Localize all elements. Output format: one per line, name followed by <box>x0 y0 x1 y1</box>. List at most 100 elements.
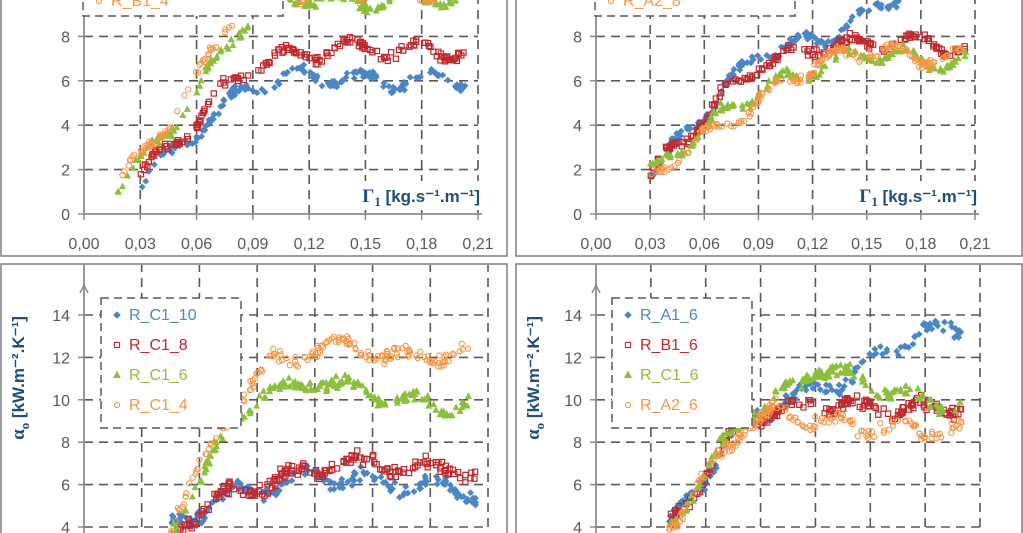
data-point <box>199 109 207 117</box>
data-point <box>790 77 797 85</box>
data-point <box>260 387 268 394</box>
data-point <box>356 67 364 75</box>
data-point <box>684 150 691 157</box>
data-point <box>730 123 737 130</box>
data-point <box>226 478 233 485</box>
data-point <box>318 82 326 90</box>
data-point <box>754 52 762 60</box>
data-point <box>758 414 765 421</box>
data-point <box>899 409 906 416</box>
data-point <box>850 373 858 380</box>
data-point <box>156 134 163 141</box>
data-point <box>205 98 213 106</box>
data-point <box>843 21 850 29</box>
data-point <box>786 35 794 43</box>
data-point <box>788 398 795 405</box>
data-point <box>857 51 865 59</box>
data-point <box>659 165 666 172</box>
data-point <box>393 351 401 358</box>
data-point <box>774 52 782 60</box>
data-point <box>406 73 414 81</box>
data-point <box>464 497 471 505</box>
data-point <box>901 36 909 43</box>
data-point <box>400 466 408 473</box>
data-point <box>823 388 831 396</box>
data-point <box>932 400 940 408</box>
data-point <box>285 374 293 381</box>
data-point <box>220 79 227 86</box>
data-point <box>711 101 718 108</box>
panel-frame <box>515 263 1023 533</box>
data-point <box>210 90 217 97</box>
data-point <box>888 42 895 50</box>
data-point <box>866 350 874 358</box>
data-point <box>432 473 440 480</box>
data-point <box>954 54 962 62</box>
data-point <box>193 468 200 475</box>
data-point <box>386 0 394 5</box>
legend-marker <box>113 370 121 378</box>
data-point <box>220 97 228 105</box>
y-tick-label: 6 <box>61 478 70 495</box>
data-point <box>425 42 433 50</box>
data-point <box>456 407 464 414</box>
data-point <box>150 161 158 169</box>
data-point <box>131 151 138 158</box>
data-point <box>769 60 777 67</box>
data-point <box>956 45 964 53</box>
data-point <box>788 46 795 53</box>
data-point <box>369 74 377 82</box>
data-point <box>735 435 742 442</box>
data-point <box>439 359 446 366</box>
legend-box <box>100 297 242 429</box>
data-point <box>798 384 806 391</box>
y-tick-label: 4 <box>61 118 70 135</box>
data-point <box>365 351 373 359</box>
data-point <box>311 470 318 477</box>
data-point <box>750 104 757 111</box>
data-point <box>886 392 894 399</box>
data-point <box>300 61 308 69</box>
data-point <box>295 0 302 4</box>
data-point <box>174 108 181 115</box>
data-point <box>864 38 872 45</box>
data-point <box>384 57 391 65</box>
data-point <box>258 491 266 498</box>
data-point <box>132 156 140 163</box>
data-point <box>293 50 300 57</box>
data-point <box>873 59 881 66</box>
data-point <box>206 44 214 51</box>
data-point <box>468 469 475 476</box>
data-point <box>833 47 840 54</box>
y-tick-label: 10 <box>564 393 582 410</box>
data-point <box>852 32 859 39</box>
data-point <box>353 379 361 387</box>
data-point <box>378 352 386 359</box>
data-point <box>256 481 263 489</box>
data-point <box>693 486 701 493</box>
data-point <box>224 45 232 52</box>
data-point <box>445 470 452 477</box>
data-point <box>288 470 295 477</box>
data-point <box>900 403 907 411</box>
data-point <box>266 59 273 67</box>
data-point <box>728 446 736 454</box>
data-point <box>712 461 720 469</box>
data-point <box>386 472 393 480</box>
x-axis-label: Γ1 [kg.s⁻¹.m⁻¹] <box>362 186 480 209</box>
data-point <box>185 86 192 93</box>
data-point <box>437 3 445 11</box>
data-point <box>772 395 780 402</box>
data-point <box>380 53 388 61</box>
data-point <box>834 409 841 416</box>
data-point <box>363 8 371 16</box>
data-point <box>667 164 675 171</box>
data-point <box>258 67 265 74</box>
data-point <box>379 3 387 11</box>
data-point <box>766 62 774 69</box>
data-point <box>706 469 713 476</box>
data-point <box>264 481 271 488</box>
data-point <box>402 483 410 491</box>
data-point <box>877 1 885 9</box>
data-point <box>717 89 725 97</box>
